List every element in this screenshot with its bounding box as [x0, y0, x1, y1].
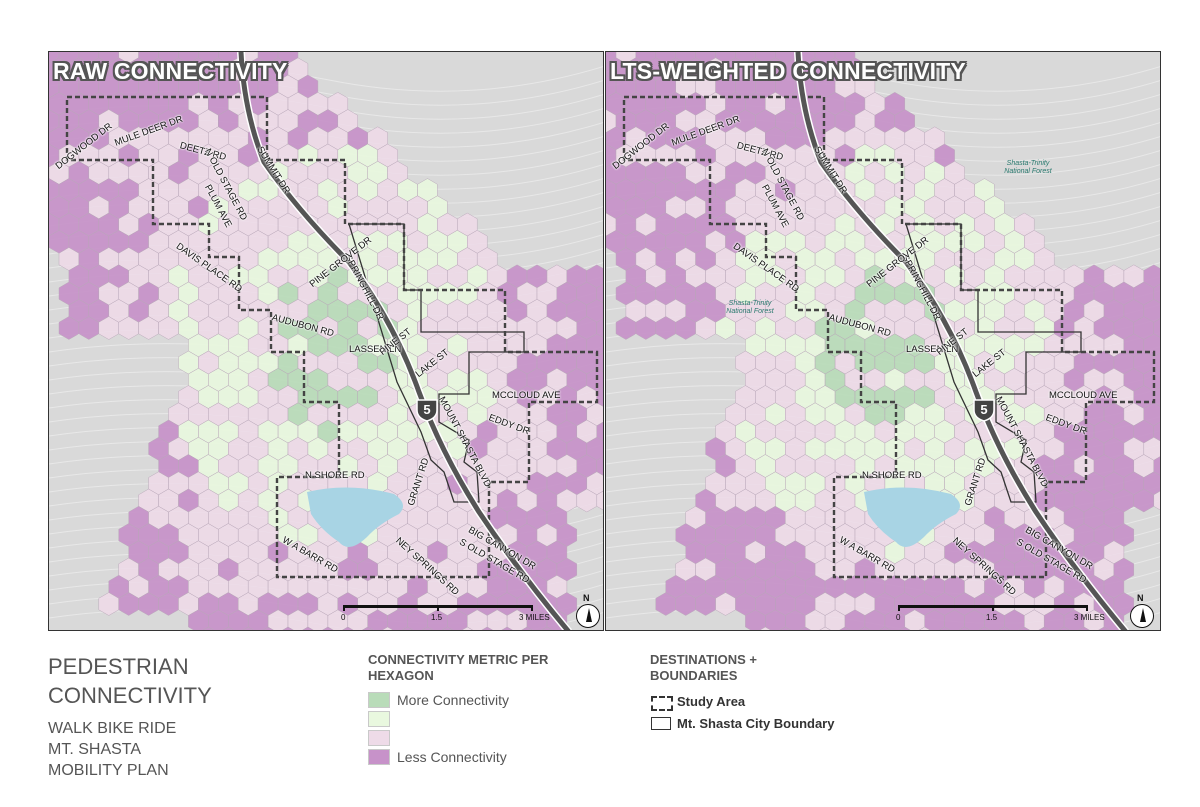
legend-title: PEDESTRIAN CONNECTIVITY	[48, 652, 212, 710]
hex-cell	[322, 626, 334, 630]
hex-cell	[958, 626, 971, 630]
hex-cell	[342, 626, 354, 630]
road-label: LASSEN LN	[349, 344, 402, 355]
legend-swatch-less	[368, 749, 390, 765]
interstate-shield-icon: 5	[973, 398, 995, 422]
hex-cell	[222, 626, 234, 630]
road-label: N SHORE RD	[305, 470, 365, 481]
hex-cell	[242, 626, 254, 630]
hex-cell	[501, 626, 513, 630]
hex-cell	[1058, 626, 1070, 630]
hex-cell	[596, 490, 603, 511]
map-panel-raw[interactable]: RAW CONNECTIVITY DOGWOOD DR MULE DEER DR D…	[48, 51, 604, 631]
hex-cell	[919, 626, 931, 630]
legend-label-more: More Connectivity	[397, 692, 510, 708]
road-label: MCCLOUD AVE	[1049, 390, 1118, 401]
north-label: N	[583, 593, 590, 603]
scale-label-0: 0	[341, 613, 346, 622]
shield-number: 5	[423, 402, 431, 417]
hex-cell	[839, 626, 851, 630]
study-area-boundary	[622, 95, 1156, 579]
hex-layer	[49, 52, 603, 630]
north-label: N	[1137, 593, 1144, 603]
city-boundary-label: Mt. Shasta City Boundary	[677, 716, 835, 731]
hex-cell	[978, 626, 991, 630]
hex-cell	[202, 626, 214, 630]
hex-cell	[799, 626, 811, 630]
metric-legend-heading: CONNECTIVITY METRIC PER HEXAGON	[368, 652, 548, 684]
legend-swatch-3	[368, 730, 390, 746]
hex-cell	[859, 626, 871, 630]
hex-cell	[262, 626, 274, 630]
legend-subtitle: WALK BIKE RIDE MT. SHASTA MOBILITY PLAN	[48, 718, 176, 781]
hex-cell	[362, 626, 374, 630]
forest-label: Shasta-Trinity National Forest	[1004, 160, 1052, 175]
city-boundary	[348, 223, 525, 503]
road-label: N SHORE RD	[862, 470, 922, 481]
forest-label: Shasta-Trinity National Forest	[726, 300, 774, 315]
study-area-swatch	[651, 696, 673, 711]
hex-cell	[401, 626, 414, 630]
legend-title-line1: PEDESTRIAN	[48, 654, 189, 679]
hex-cell	[481, 626, 493, 630]
hex-cell	[879, 626, 891, 630]
legend-sub-line2: MT. SHASTA	[48, 741, 142, 758]
legend-title-line2: CONNECTIVITY	[48, 683, 212, 708]
shield-number: 5	[980, 402, 988, 417]
hex-cell	[302, 626, 314, 630]
hex-cell	[381, 626, 394, 630]
hex-cell	[1078, 626, 1090, 630]
north-arrow-icon: N	[576, 593, 600, 628]
dest-heading-line1: DESTINATIONS +	[650, 652, 758, 667]
hex-layer	[606, 52, 1160, 630]
hex-cell	[938, 626, 951, 630]
legend-label-less: Less Connectivity	[397, 749, 507, 765]
lake-siskiyou	[307, 487, 403, 547]
hex-cell	[779, 626, 791, 630]
hex-cell	[541, 626, 553, 630]
boundary-legend-heading: DESTINATIONS + BOUNDARIES	[650, 652, 757, 684]
hex-cell	[1038, 626, 1050, 630]
scale-label-mid: 1.5	[431, 613, 443, 622]
legend-swatch-more	[368, 692, 390, 708]
hex-cell	[282, 626, 294, 630]
hex-cell	[759, 626, 771, 630]
road-label: LASSEN LN	[906, 344, 959, 355]
hex-cell	[521, 626, 533, 630]
city-boundary	[905, 223, 1082, 503]
hex-cell	[1098, 626, 1110, 630]
legend-sub-line3: MOBILITY PLAN	[48, 762, 169, 779]
interstate-5	[795, 52, 1128, 630]
city-boundary-swatch	[651, 717, 671, 730]
scale-label-0: 0	[896, 613, 901, 622]
hex-cell	[819, 626, 831, 630]
map-panel-lts-weighted[interactable]: LTS-WEIGHTED CONNECTIVITY DOGWOOD DR MULE…	[605, 51, 1161, 631]
road-label: MCCLOUD AVE	[492, 390, 561, 401]
map-title: RAW CONNECTIVITY	[53, 58, 288, 84]
legend-swatch-2	[368, 711, 390, 727]
metric-heading-line2: HEXAGON	[368, 668, 434, 683]
hex-cell	[998, 626, 1011, 630]
dest-heading-line2: BOUNDARIES	[650, 668, 738, 683]
north-arrow-icon: N	[1130, 593, 1154, 628]
scale-label-end: 3 MILES	[1074, 613, 1105, 622]
map-title: LTS-WEIGHTED CONNECTIVITY	[610, 58, 966, 84]
metric-heading-line1: CONNECTIVITY METRIC PER	[368, 652, 549, 667]
scale-label-end: 3 MILES	[519, 613, 550, 622]
legend-sub-line1: WALK BIKE RIDE	[48, 720, 177, 737]
study-area-label: Study Area	[677, 694, 746, 709]
hex-cell	[461, 626, 473, 630]
interstate-shield-icon: 5	[416, 398, 438, 422]
hex-cell	[899, 626, 911, 630]
hex-cell	[421, 626, 434, 630]
hex-cell	[1153, 490, 1160, 511]
study-area-boundary	[65, 95, 599, 579]
hex-cell	[1018, 626, 1030, 630]
lake-siskiyou	[864, 487, 960, 547]
hex-cell	[441, 626, 454, 630]
interstate-5	[238, 52, 571, 630]
scale-label-mid: 1.5	[986, 613, 998, 622]
